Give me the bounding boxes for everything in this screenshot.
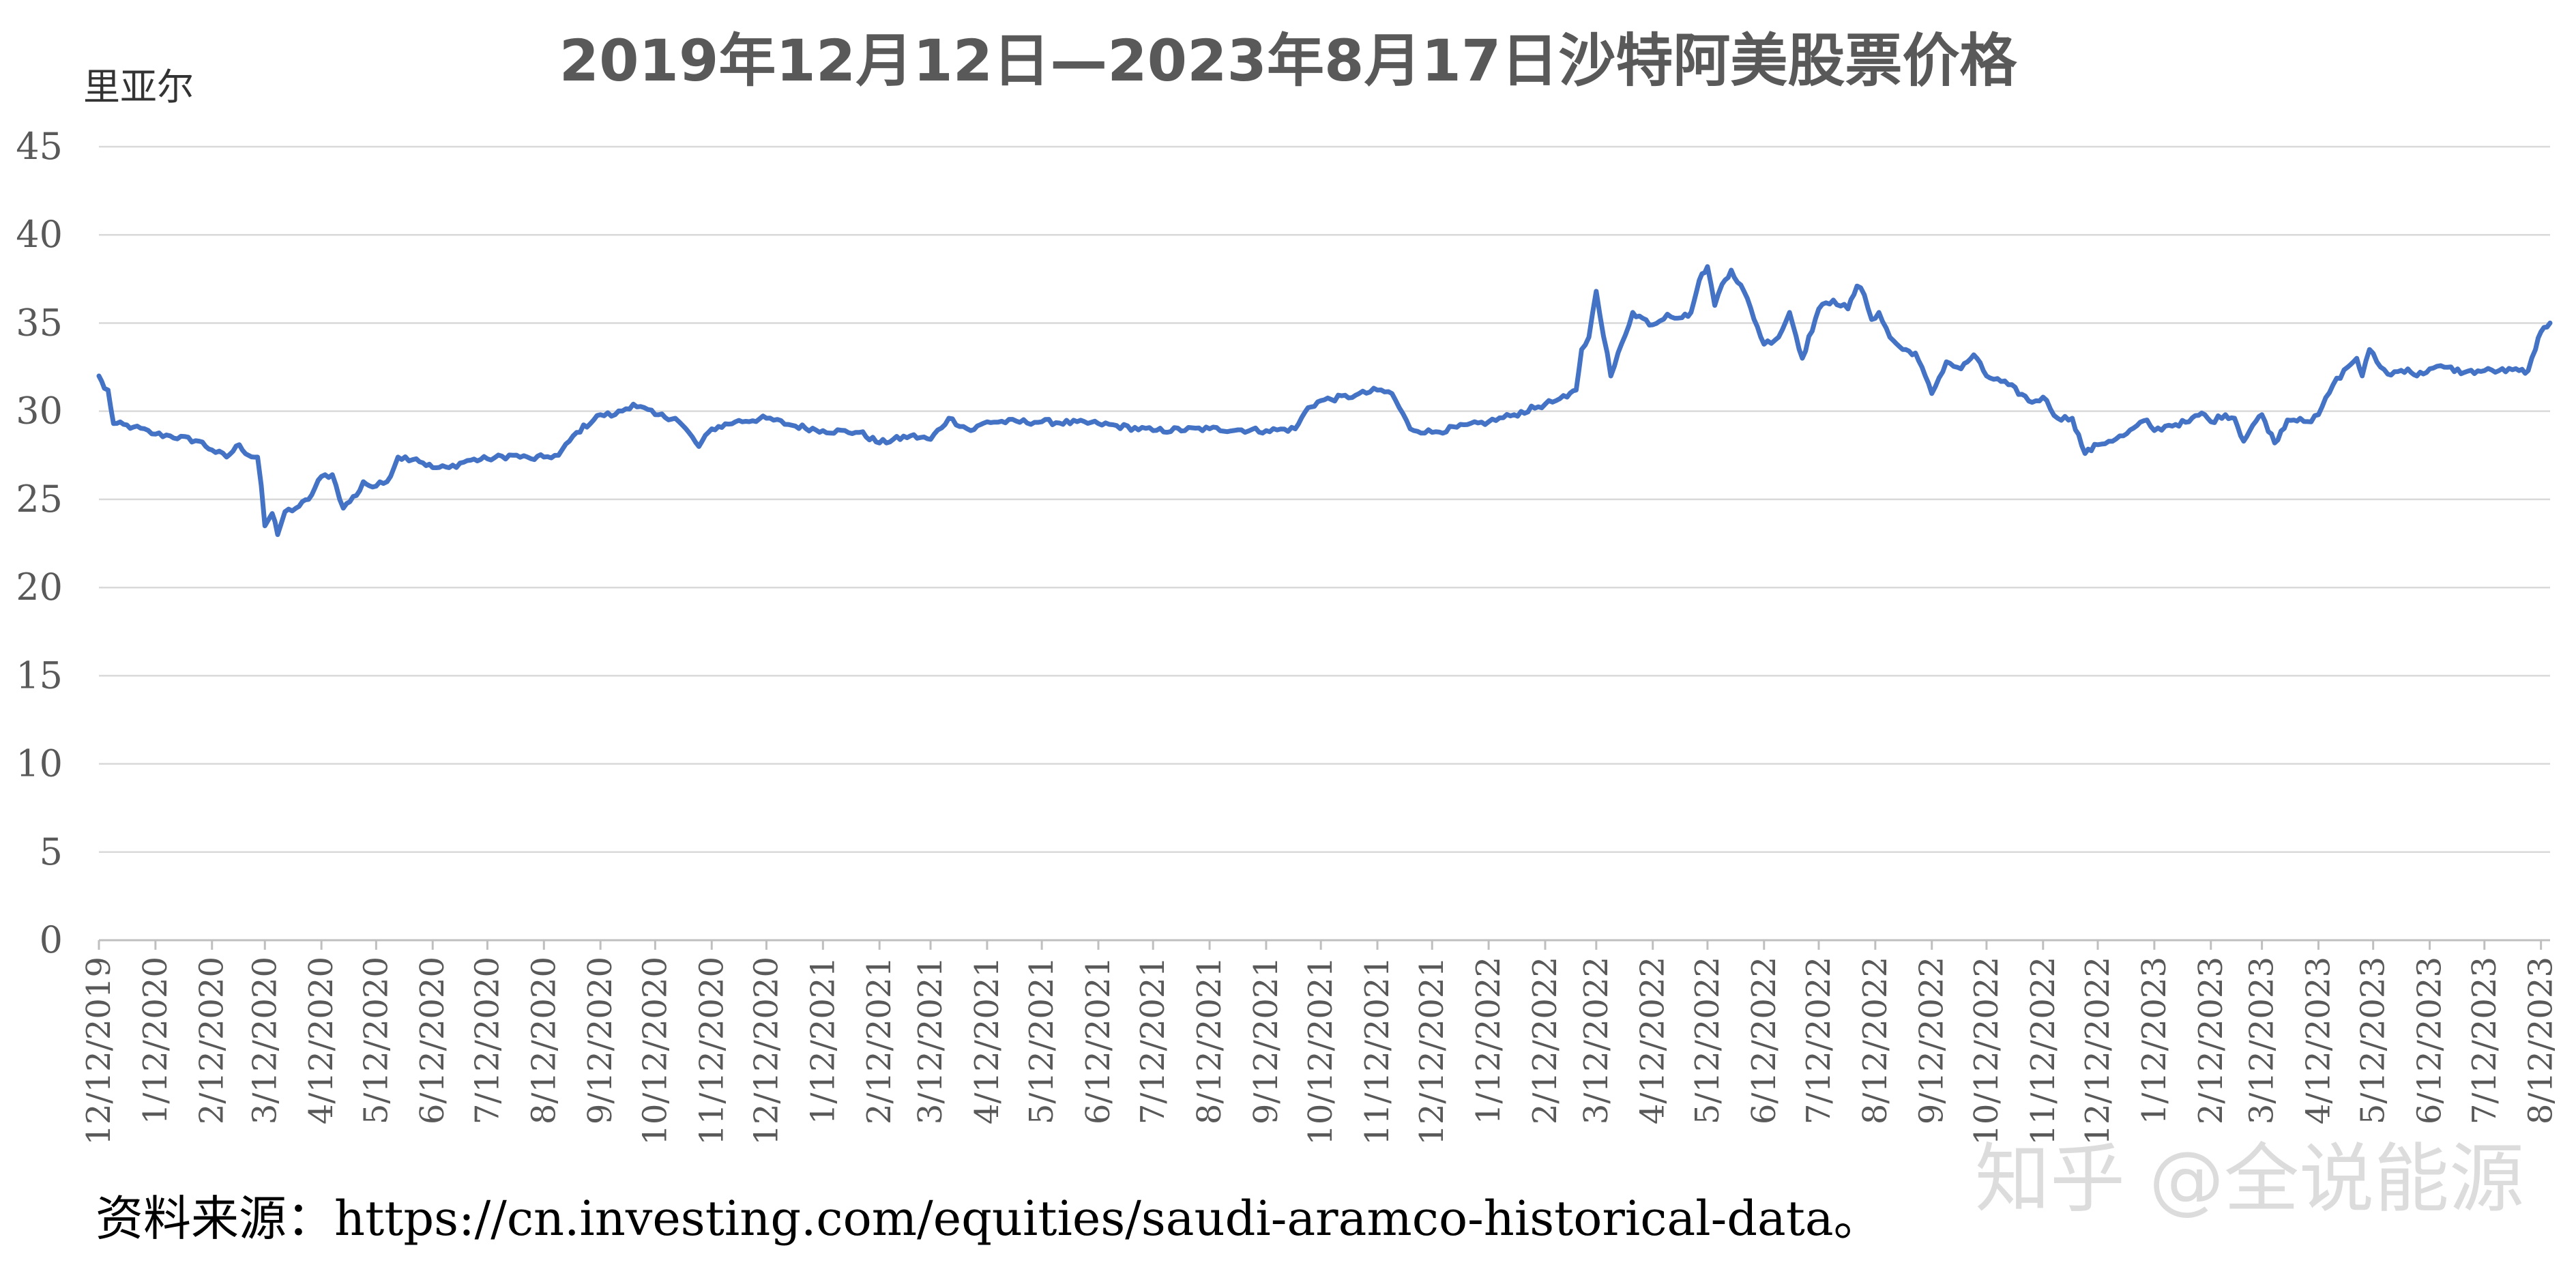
x-tick-label: 3/12/2020: [246, 957, 284, 1124]
x-tick-label: 5/12/2022: [1688, 957, 1727, 1124]
x-tick-label: 8/12/2022: [1856, 957, 1894, 1124]
series-layer: [96, 264, 2553, 538]
x-tick-label: 4/12/2023: [2299, 957, 2337, 1124]
y-axis-label: 里亚尔: [83, 66, 194, 108]
y-tick-label: 40: [16, 213, 63, 256]
x-tick-label: 8/12/2020: [525, 957, 563, 1124]
y-tick-label: 5: [40, 830, 63, 873]
x-tick-label: 6/12/2022: [1745, 957, 1783, 1124]
x-tick-label: 1/12/2022: [1469, 957, 1508, 1124]
x-tick-label: 4/12/2021: [968, 957, 1006, 1124]
watermark-text: 知乎 @全说能源: [1975, 1135, 2524, 1223]
y-tick-label: 0: [40, 918, 63, 961]
x-tick-label: 12/12/2020: [747, 957, 785, 1146]
y-tick-label: 10: [16, 742, 63, 785]
x-tick-label: 5/12/2020: [357, 957, 395, 1124]
x-tick-label: 9/12/2020: [581, 957, 619, 1124]
gridlines: [99, 145, 2550, 854]
x-tick-label: 8/12/2023: [2522, 957, 2560, 1124]
x-tick-label: 8/12/2021: [1190, 957, 1229, 1124]
x-tick-label: 2/12/2021: [860, 957, 898, 1124]
x-tick-label: 9/12/2021: [1247, 957, 1285, 1124]
x-tick-label: 2/12/2023: [2192, 957, 2230, 1124]
x-tick-label: 1/12/2020: [136, 957, 175, 1124]
y-tick-label: 20: [16, 566, 63, 609]
series-line-0: [96, 264, 2553, 538]
x-tick-label: 6/12/2021: [1079, 957, 1117, 1124]
y-tick-label: 15: [16, 654, 63, 697]
x-tick-label: 11/12/2020: [692, 957, 731, 1146]
x-tick-label: 1/12/2021: [804, 957, 842, 1124]
x-tick-label: 3/12/2021: [911, 957, 950, 1124]
y-axis-ticks: 0 5 10 15 20 25 30 35 40 45: [16, 125, 63, 961]
x-tick-label: 2/12/2020: [193, 957, 231, 1124]
x-tick-label: 4/12/2020: [302, 957, 340, 1124]
x-tick-label: 3/12/2023: [2243, 957, 2281, 1124]
x-tick-label: 10/12/2021: [1302, 957, 1340, 1146]
x-tick-label: 5/12/2023: [2354, 957, 2392, 1124]
x-tick-label: 9/12/2022: [1913, 957, 1951, 1124]
x-tick-label: 11/12/2021: [1358, 957, 1396, 1146]
x-tick-label: 2/12/2022: [1526, 957, 1564, 1124]
x-axis: 12/12/2019 1/12/2020 2/12/2020 3/12/2020 4/1…: [80, 939, 2560, 1146]
x-tick-label: 10/12/2022: [1967, 957, 2006, 1146]
x-tick-label: 7/12/2022: [1800, 957, 1838, 1124]
x-tick-label: 6/12/2020: [413, 957, 452, 1124]
x-tick-label: 6/12/2023: [2411, 957, 2449, 1124]
x-tick-label: 12/12/2022: [2079, 957, 2117, 1146]
chart-title: 2019年12月12日—2023年8月17日沙特阿美股票价格: [559, 27, 2018, 94]
x-tick-label: 11/12/2022: [2024, 957, 2062, 1146]
x-tick-label: 4/12/2022: [1634, 957, 1672, 1124]
x-tick-label: 7/12/2020: [468, 957, 506, 1124]
x-tick-label: 1/12/2023: [2135, 957, 2174, 1124]
x-tick-label: 12/12/2019: [80, 957, 118, 1146]
x-tick-label: 10/12/2020: [636, 957, 674, 1146]
x-tick-label: 7/12/2023: [2465, 957, 2504, 1124]
x-tick-label: 7/12/2021: [1134, 957, 1172, 1124]
y-tick-label: 45: [16, 125, 63, 168]
y-tick-label: 30: [16, 390, 63, 433]
x-tick-label: 5/12/2021: [1023, 957, 1061, 1124]
x-tick-label: 3/12/2022: [1577, 957, 1615, 1124]
y-tick-label: 25: [16, 478, 63, 521]
x-tick-label: 12/12/2021: [1413, 957, 1451, 1146]
y-tick-label: 35: [16, 301, 63, 344]
source-note: 资料来源：https://cn.investing.com/equities/s…: [96, 1191, 1882, 1247]
